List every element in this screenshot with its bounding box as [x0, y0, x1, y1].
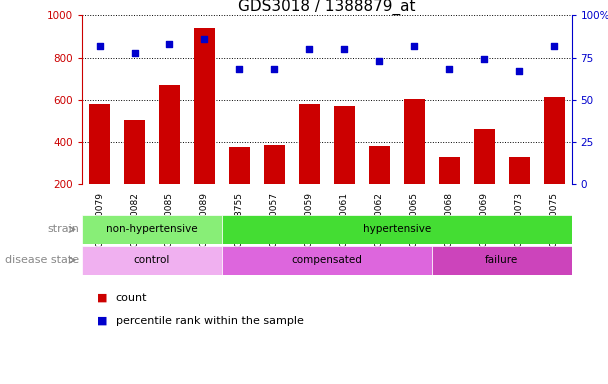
Point	[95, 43, 105, 49]
Bar	[432, 246, 572, 275]
Bar	[368, 146, 390, 184]
Text: ■: ■	[97, 316, 108, 326]
Point	[479, 56, 489, 62]
Bar	[82, 215, 222, 244]
Point	[305, 46, 314, 52]
Bar	[334, 106, 354, 184]
Text: compensated: compensated	[291, 255, 362, 265]
Bar	[82, 246, 222, 275]
Bar	[474, 129, 494, 184]
Text: failure: failure	[485, 255, 518, 265]
Point	[549, 43, 559, 49]
Bar	[194, 28, 215, 184]
Bar	[508, 157, 530, 184]
Text: strain: strain	[47, 224, 79, 235]
Bar	[404, 99, 424, 184]
Title: GDS3018 / 1388879_at: GDS3018 / 1388879_at	[238, 0, 415, 15]
Text: ■: ■	[97, 293, 108, 303]
Text: hypertensive: hypertensive	[362, 224, 431, 235]
Text: non-hypertensive: non-hypertensive	[106, 224, 198, 235]
Text: count: count	[116, 293, 147, 303]
Point	[514, 68, 524, 74]
Point	[339, 46, 349, 52]
Point	[130, 50, 139, 56]
Text: control: control	[134, 255, 170, 265]
Point	[269, 66, 279, 73]
Bar	[544, 97, 564, 184]
Point	[444, 66, 454, 73]
Bar	[159, 85, 180, 184]
Point	[165, 41, 174, 47]
Bar	[89, 104, 110, 184]
Point	[199, 36, 209, 42]
Bar	[299, 104, 320, 184]
Bar	[438, 157, 460, 184]
Bar	[124, 120, 145, 184]
Text: percentile rank within the sample: percentile rank within the sample	[116, 316, 303, 326]
Point	[409, 43, 419, 49]
Point	[375, 58, 384, 64]
Bar	[229, 147, 250, 184]
Text: disease state: disease state	[5, 255, 79, 265]
Point	[235, 66, 244, 73]
Bar	[222, 246, 432, 275]
Bar	[222, 215, 572, 244]
Bar	[264, 145, 285, 184]
